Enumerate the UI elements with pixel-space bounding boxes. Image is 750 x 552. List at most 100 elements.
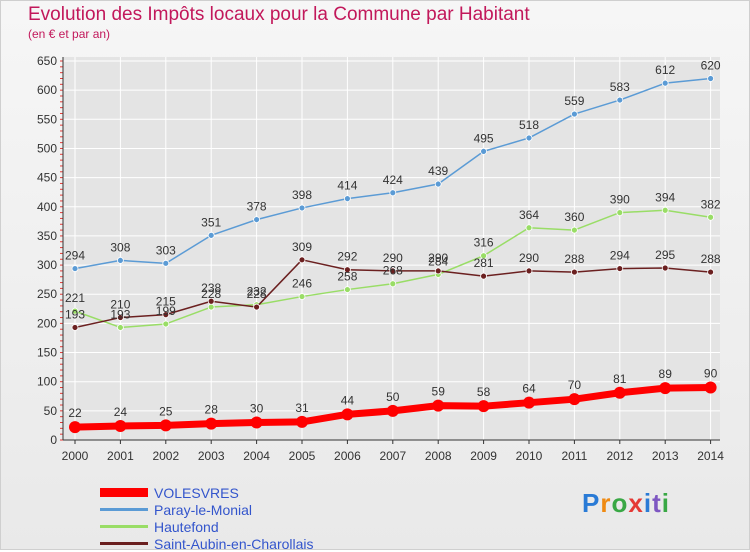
data-label: 309 bbox=[292, 240, 312, 254]
data-point bbox=[389, 189, 397, 197]
data-label: 439 bbox=[428, 164, 448, 178]
data-label: 246 bbox=[292, 277, 312, 291]
data-label: 378 bbox=[247, 200, 267, 214]
data-point bbox=[389, 280, 397, 288]
data-point bbox=[477, 400, 490, 413]
data-label: 294 bbox=[610, 249, 630, 263]
data-label: 559 bbox=[564, 94, 584, 108]
data-point bbox=[480, 147, 488, 155]
data-point bbox=[707, 75, 714, 82]
data-point bbox=[250, 416, 263, 429]
x-tick-label: 2008 bbox=[425, 449, 452, 463]
chart-title: Evolution des Impôts locaux pour la Comm… bbox=[28, 4, 530, 25]
data-label: 81 bbox=[613, 372, 627, 386]
legend-label: Hautefond bbox=[154, 518, 219, 535]
data-point bbox=[571, 268, 578, 276]
data-label: 193 bbox=[110, 307, 130, 321]
y-tick-label: 250 bbox=[37, 287, 57, 301]
data-label: 281 bbox=[474, 256, 494, 270]
data-point bbox=[159, 419, 172, 432]
data-label: 351 bbox=[201, 215, 221, 229]
data-point bbox=[343, 266, 351, 274]
data-label: 290 bbox=[519, 251, 539, 265]
data-point bbox=[525, 134, 533, 142]
data-point bbox=[389, 267, 397, 275]
data-label: 58 bbox=[477, 385, 491, 399]
y-tick-label: 600 bbox=[37, 83, 57, 97]
data-label: 258 bbox=[337, 270, 357, 284]
data-point bbox=[298, 204, 306, 212]
data-label: 22 bbox=[68, 406, 82, 420]
x-tick-label: 2002 bbox=[152, 449, 179, 463]
data-label: 24 bbox=[114, 405, 128, 419]
data-point bbox=[613, 386, 626, 399]
data-point bbox=[343, 286, 351, 293]
data-point bbox=[71, 265, 79, 272]
data-label: 232 bbox=[247, 285, 267, 299]
x-tick-label: 2006 bbox=[334, 449, 361, 463]
data-label: 50 bbox=[386, 390, 400, 404]
data-label: 364 bbox=[519, 208, 539, 222]
data-label: 284 bbox=[428, 254, 448, 268]
data-point bbox=[71, 324, 79, 331]
data-point bbox=[568, 393, 581, 406]
data-point bbox=[296, 415, 308, 428]
data-label: 221 bbox=[65, 291, 85, 305]
data-label: 89 bbox=[659, 367, 673, 381]
data-label: 210 bbox=[110, 298, 130, 312]
data-label: 64 bbox=[522, 382, 536, 396]
legend: VOLESVRES Paray-le-Monial Hautefond Saint-A… bbox=[100, 484, 314, 552]
legend-swatch bbox=[100, 542, 148, 545]
data-label: 199 bbox=[156, 304, 176, 318]
data-label: 382 bbox=[701, 197, 721, 211]
data-point bbox=[434, 267, 442, 275]
x-tick-label: 2005 bbox=[289, 449, 316, 463]
data-point bbox=[707, 268, 714, 276]
data-label: 398 bbox=[292, 188, 312, 202]
data-label: 288 bbox=[564, 252, 584, 266]
data-label: 44 bbox=[341, 393, 355, 407]
legend-swatch bbox=[100, 525, 148, 528]
data-point bbox=[117, 324, 124, 331]
data-label: 583 bbox=[610, 80, 630, 94]
data-point bbox=[434, 180, 442, 188]
data-label: 228 bbox=[201, 287, 221, 301]
x-tick-label: 2007 bbox=[379, 449, 406, 463]
y-tick-label: 350 bbox=[37, 229, 57, 243]
data-point bbox=[298, 256, 306, 264]
legend-label: Saint-Aubin-en-Charollais bbox=[154, 535, 314, 552]
data-label: 59 bbox=[432, 385, 446, 399]
data-point bbox=[525, 267, 533, 275]
data-label: 31 bbox=[295, 401, 309, 415]
data-point bbox=[343, 195, 351, 203]
data-point bbox=[207, 231, 215, 239]
data-point bbox=[661, 206, 669, 214]
x-tick-label: 2013 bbox=[652, 449, 679, 463]
data-point bbox=[71, 307, 79, 315]
y-tick-label: 100 bbox=[37, 375, 57, 389]
data-point bbox=[616, 265, 624, 272]
data-label: 292 bbox=[337, 250, 357, 264]
x-tick-label: 2004 bbox=[243, 449, 270, 463]
data-label: 30 bbox=[250, 402, 264, 416]
data-label: 308 bbox=[110, 240, 130, 254]
data-label: 295 bbox=[655, 248, 675, 262]
data-label: 288 bbox=[701, 252, 721, 266]
x-tick-label: 2011 bbox=[561, 449, 587, 463]
legend-item: Paray-le-Monial bbox=[100, 501, 314, 518]
data-label: 290 bbox=[383, 251, 403, 265]
y-tick-label: 450 bbox=[37, 171, 57, 185]
y-tick-label: 550 bbox=[37, 112, 57, 126]
data-label: 394 bbox=[655, 190, 675, 204]
data-point bbox=[117, 257, 124, 264]
data-label: 25 bbox=[159, 404, 173, 418]
data-point bbox=[661, 264, 669, 272]
data-label: 90 bbox=[704, 367, 718, 381]
data-label: 268 bbox=[383, 264, 403, 278]
data-label: 495 bbox=[474, 131, 494, 145]
data-label: 360 bbox=[564, 210, 584, 224]
data-label: 28 bbox=[205, 403, 219, 417]
data-point bbox=[432, 399, 445, 412]
data-label: 290 bbox=[428, 251, 448, 265]
